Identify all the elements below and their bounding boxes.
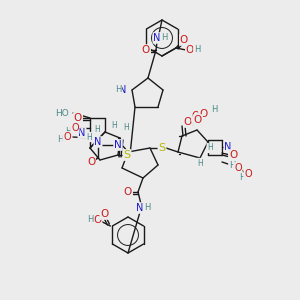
Text: N: N bbox=[78, 128, 86, 138]
Text: O: O bbox=[234, 163, 242, 173]
Text: O: O bbox=[244, 169, 252, 179]
Text: O: O bbox=[100, 209, 109, 219]
Text: H: H bbox=[229, 160, 235, 169]
Text: H: H bbox=[86, 133, 92, 142]
Text: O: O bbox=[192, 111, 200, 121]
Text: O: O bbox=[229, 150, 237, 160]
Text: H: H bbox=[65, 128, 71, 136]
Text: H: H bbox=[207, 143, 213, 152]
Text: O: O bbox=[200, 109, 208, 119]
Text: H: H bbox=[197, 158, 203, 167]
Text: H: H bbox=[94, 125, 100, 134]
Text: H: H bbox=[57, 136, 63, 145]
Text: N: N bbox=[224, 142, 232, 152]
Text: H: H bbox=[111, 122, 117, 130]
Text: H: H bbox=[115, 85, 121, 94]
Text: O: O bbox=[142, 45, 150, 55]
Text: H: H bbox=[211, 106, 217, 115]
Text: H: H bbox=[161, 34, 167, 43]
Text: H: H bbox=[144, 203, 150, 212]
Text: N: N bbox=[114, 140, 122, 150]
Text: O: O bbox=[74, 113, 82, 123]
Text: H: H bbox=[123, 124, 129, 133]
Text: HO: HO bbox=[55, 109, 69, 118]
Text: N: N bbox=[136, 203, 144, 213]
Text: N: N bbox=[153, 33, 161, 43]
Text: O: O bbox=[194, 115, 202, 125]
Text: O: O bbox=[180, 35, 188, 45]
Text: H: H bbox=[199, 112, 205, 121]
Text: O: O bbox=[124, 187, 132, 197]
Text: O: O bbox=[184, 117, 192, 127]
Text: N: N bbox=[119, 85, 127, 95]
Text: O: O bbox=[93, 215, 101, 225]
Text: N: N bbox=[94, 137, 102, 147]
Text: S: S bbox=[158, 143, 166, 153]
Text: O: O bbox=[87, 157, 95, 167]
Text: H: H bbox=[239, 173, 245, 182]
Text: S: S bbox=[123, 150, 130, 160]
Text: O: O bbox=[186, 45, 194, 55]
Text: O: O bbox=[71, 123, 79, 133]
Text: H: H bbox=[194, 46, 200, 55]
Text: O: O bbox=[63, 132, 71, 142]
Text: H: H bbox=[87, 215, 94, 224]
